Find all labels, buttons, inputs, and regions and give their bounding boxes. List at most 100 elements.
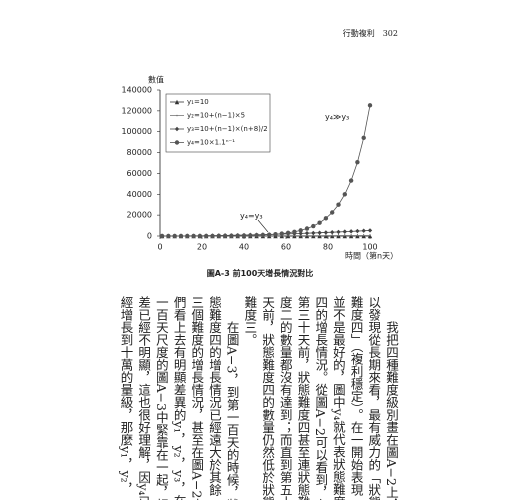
marker — [306, 234, 308, 237]
text-column: 度二的數量都沒有達到；而直到第五十 — [277, 296, 293, 500]
text-column: 四的增長情況。從圖A−2可以看到，在 — [313, 296, 329, 500]
marker — [361, 228, 366, 233]
series-line — [162, 105, 371, 237]
y-tick-label: 0 — [147, 232, 152, 241]
x-tick-label: 0 — [157, 243, 162, 252]
marker — [191, 233, 196, 239]
marker — [317, 220, 322, 225]
y-axis-label: 數值 — [148, 75, 164, 85]
marker — [298, 231, 303, 236]
y-tick-label: 120000 — [121, 106, 152, 115]
marker — [311, 230, 316, 236]
marker — [176, 114, 178, 117]
marker — [312, 234, 315, 237]
marker — [330, 210, 335, 215]
marker — [356, 234, 359, 237]
marker — [337, 234, 340, 237]
legend-label: y₃=10+(n−1)×(n+8)/2 — [187, 125, 268, 133]
marker — [222, 233, 228, 239]
marker — [174, 99, 180, 105]
marker — [174, 140, 180, 145]
text-column: 經增長到十萬的量級，那麼y₁，y₂， — [118, 296, 134, 496]
marker — [344, 234, 346, 237]
marker — [254, 233, 259, 238]
y-tick-label: 40000 — [127, 190, 152, 199]
y-tick-label: 80000 — [127, 148, 152, 157]
marker — [216, 233, 221, 239]
x-tick-label: 100 — [362, 243, 377, 252]
marker — [229, 233, 234, 238]
text-column: 在圖A−3，到第一百天的時候，狀 — [224, 321, 240, 500]
marker — [311, 223, 316, 229]
marker — [197, 233, 203, 239]
marker — [325, 234, 327, 237]
x-tick-label: 60 — [281, 243, 291, 252]
marker — [204, 233, 209, 239]
text-column: 以發現從長期來看，最有威力的「狀態 — [366, 296, 382, 500]
marker — [348, 178, 354, 183]
y-tick-label: 20000 — [127, 211, 152, 220]
marker — [348, 229, 354, 234]
chart: 數值 時間（第n天） 0 20000 40000 60000 80000 100000 12… — [121, 75, 398, 261]
marker — [318, 234, 321, 237]
marker — [166, 233, 171, 239]
y-tick-label: 100000 — [121, 127, 152, 136]
y-tick-label: 60000 — [127, 169, 152, 178]
text-column: 並不是最好的，圖中y₄就代表狀態難度 — [330, 296, 346, 500]
y-tick-label: 140000 — [121, 86, 152, 95]
text-column: 一百天尺度的圖A−3中緊靠在一起，相 — [153, 296, 169, 500]
marker — [292, 229, 297, 234]
marker — [362, 234, 365, 237]
text-column: 態難度四的增長情況已經遠大於其餘 — [206, 296, 222, 496]
marker — [285, 230, 291, 236]
marker — [317, 230, 322, 235]
x-tick-label: 20 — [197, 243, 207, 252]
running-header: 行動複利 302 — [335, 28, 398, 39]
marker — [350, 234, 352, 237]
marker — [336, 202, 341, 207]
marker — [355, 228, 360, 234]
figure-caption: 圖A-3 前100天增長情況對比 — [206, 269, 314, 278]
marker — [331, 234, 334, 237]
text-column: 第三十天前，狀態難度四甚至連狀態難 — [295, 296, 311, 500]
body-text: 我把四種難度級別畫在圖A−2上，可 以發現從長期來看，最有威力的「狀態 難度四」（複… — [116, 296, 400, 500]
legend-label: y₂=10+(n−1)×5 — [187, 112, 245, 120]
text-column: 難度三。 — [242, 296, 258, 346]
x-axis-label: 時間（第n天） — [345, 251, 398, 261]
marker — [323, 216, 329, 221]
marker — [273, 232, 278, 237]
marker — [330, 229, 335, 235]
annotation: y₄=y₃ — [240, 212, 263, 221]
marker — [178, 233, 184, 239]
marker — [260, 232, 266, 238]
text-column: 三個難度的增長情況，甚至在圖A−2中我 — [189, 296, 205, 500]
marker — [185, 233, 190, 239]
annotation-arrow — [257, 219, 269, 233]
x-tick-label: 80 — [323, 243, 333, 252]
text-column: 差已經不明顯，這也很好理解，因y₄已 — [136, 296, 152, 500]
text-column: 們看上去有明顯差異的y₁，y₂，y₃，在 — [171, 296, 187, 500]
marker — [323, 230, 329, 235]
marker — [298, 228, 303, 233]
marker — [299, 234, 302, 237]
marker — [241, 233, 247, 238]
text-column: 我把四種難度級別畫在圖A−2上，可 — [384, 321, 399, 500]
annotation: y₄≫y₃ — [325, 113, 349, 122]
marker — [336, 229, 341, 235]
marker — [267, 232, 272, 237]
x-tick-label: 40 — [239, 243, 249, 252]
header-title: 行動複利 — [342, 29, 375, 38]
marker — [248, 233, 253, 238]
marker — [304, 230, 310, 236]
marker — [367, 103, 373, 108]
legend-label: y₁=10 — [187, 98, 209, 106]
marker — [355, 160, 360, 165]
marker — [235, 233, 240, 238]
marker — [369, 234, 371, 237]
marker — [174, 126, 180, 132]
marker — [210, 233, 215, 239]
marker — [367, 228, 373, 233]
text-column: 難度四」（複利穩定）。在一開始表現 — [348, 296, 364, 496]
marker — [361, 135, 366, 141]
